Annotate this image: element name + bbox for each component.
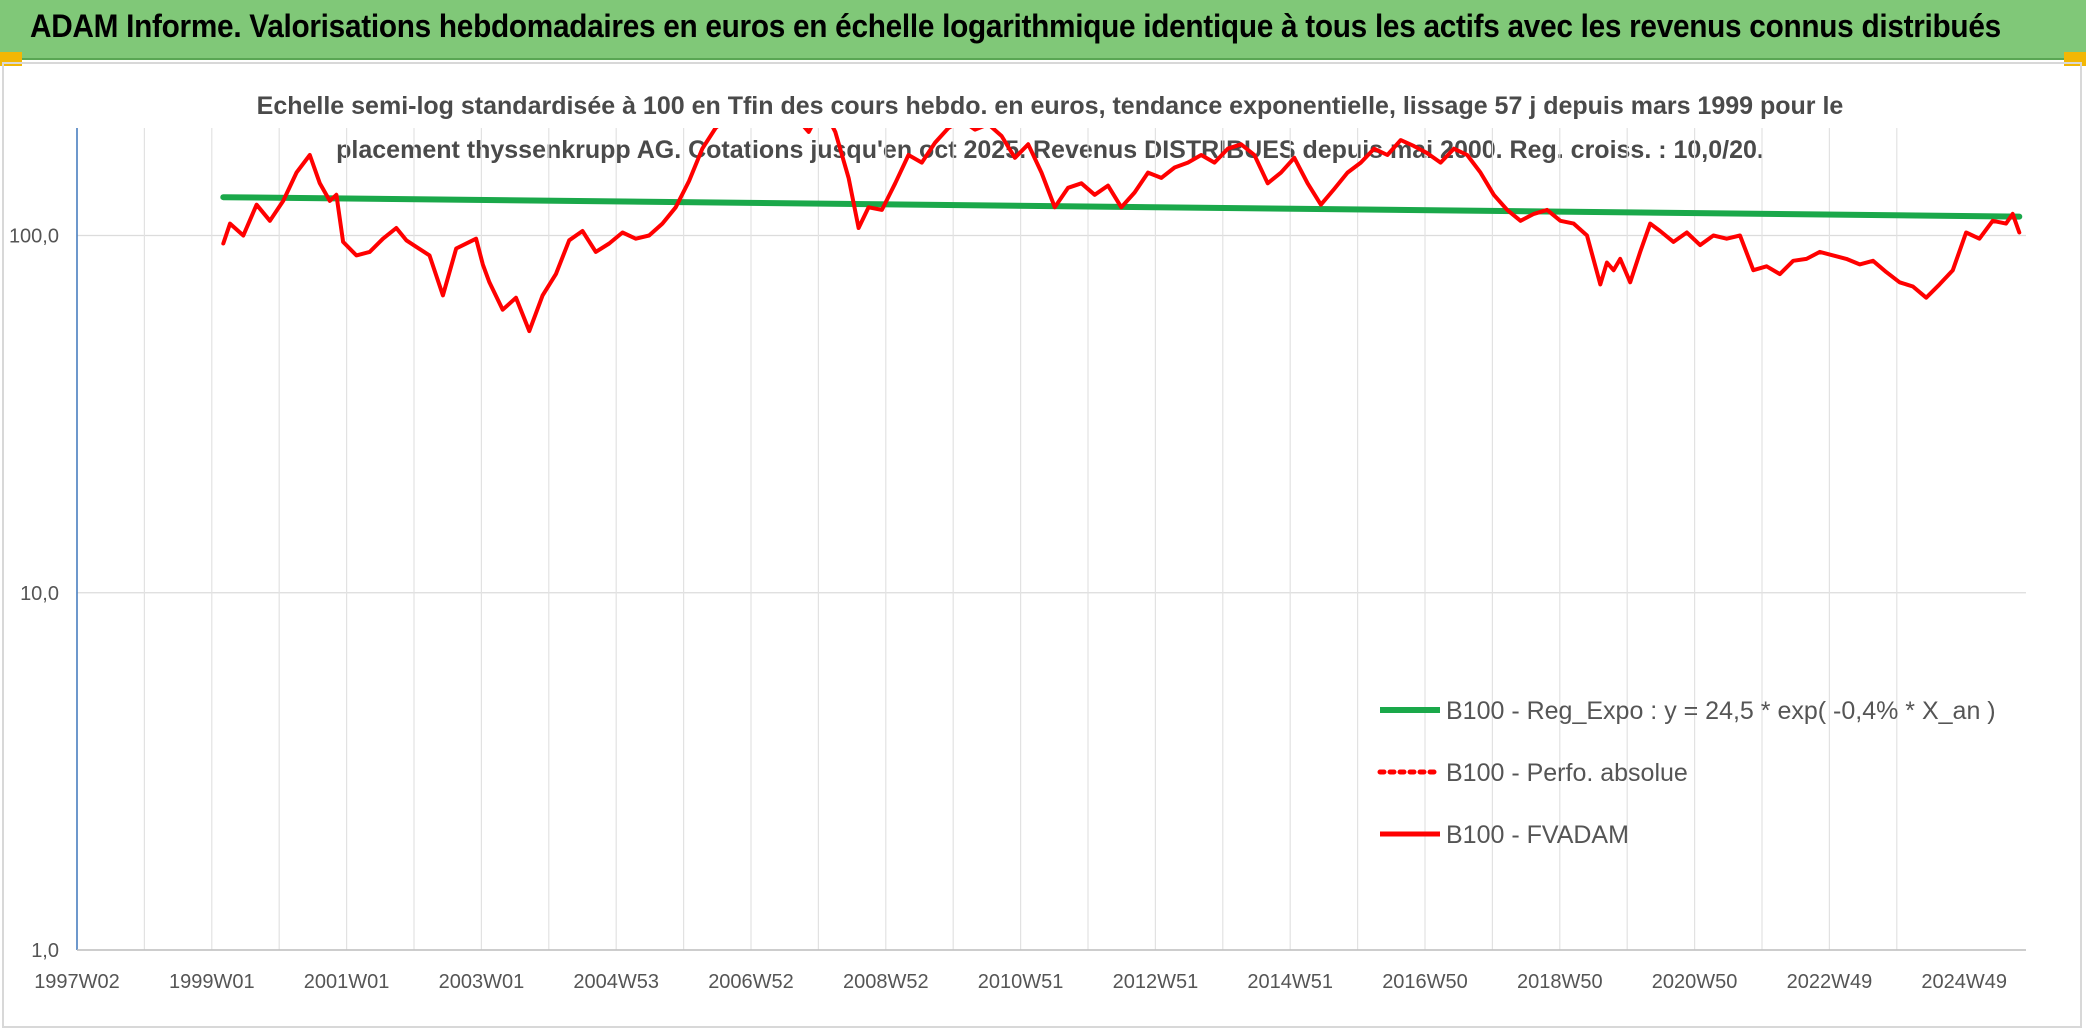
x-tick-label: 2012W51 <box>1113 971 1199 993</box>
x-tick-label: 2010W51 <box>978 971 1064 993</box>
x-tick-label: 2018W50 <box>1517 971 1603 993</box>
x-tick-label: 2001W01 <box>304 971 390 993</box>
x-tick-label: 2016W50 <box>1382 971 1468 993</box>
x-tick-label: 2006W52 <box>708 971 794 993</box>
chart-frame <box>2 62 2082 1028</box>
y-tick-label: 10,0 <box>20 583 59 605</box>
x-tick-label: 2020W50 <box>1652 971 1738 993</box>
y-tick-label: 100,0 <box>9 226 59 248</box>
x-tick-label: 2004W53 <box>573 971 659 993</box>
legend-label: B100 - Perfo. absolue <box>1446 759 1688 787</box>
y-tick-label: 1,0 <box>31 940 59 962</box>
x-tick-labels: 1997W02 1999W01 2001W01 2003W01 2004W53 2006W… <box>34 971 2007 993</box>
x-tick-label: 1997W02 <box>34 971 120 993</box>
series-lines <box>220 128 2023 334</box>
x-tick-label: 2022W49 <box>1787 971 1873 993</box>
x-tick-label: 2024W49 <box>1921 971 2007 993</box>
x-tick-label: 2014W51 <box>1247 971 1333 993</box>
x-tick-label: 2003W01 <box>439 971 525 993</box>
report-banner: ADAM Informe. Valorisations hebdomadaire… <box>0 0 2086 60</box>
legend-label: B100 - Reg_Expo : y = 24,5 * exp( -0,4% … <box>1446 697 1996 725</box>
chart-subtitle: Echelle semi-log standardisée à 100 en T… <box>200 84 1900 172</box>
x-tick-label: 1999W01 <box>169 971 255 993</box>
y-tick-labels: 1,0 10,0 100,0 <box>9 226 59 962</box>
axes <box>76 128 2026 951</box>
chart-subtitle-line-2: placement thyssenkrupp AG. Cotations jus… <box>336 136 1764 164</box>
chart-subtitle-line-1: Echelle semi-log standardisée à 100 en T… <box>256 92 1844 120</box>
series-line-fvadam <box>221 128 2022 334</box>
legend: B100 - Reg_Expo : y = 24,5 * exp( -0,4% … <box>1377 697 1996 849</box>
legend-label: B100 - FVADAM <box>1446 821 1629 849</box>
report-title: ADAM Informe. Valorisations hebdomadaire… <box>30 8 2001 44</box>
x-tick-label: 2008W52 <box>843 971 929 993</box>
